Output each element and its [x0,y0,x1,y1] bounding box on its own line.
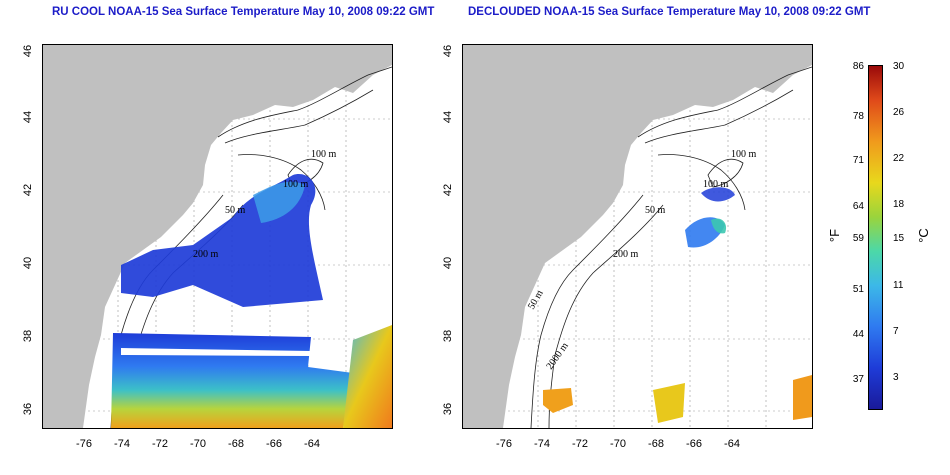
sst-cold-region [711,218,727,234]
colorbar-c-tick: 30 [893,61,905,72]
sst-cold-region [253,181,305,223]
sst-cloud-gap [121,348,311,356]
colorbar-c-tick: 3 [893,372,899,383]
x-tick: -64 [304,438,320,450]
colorbar-f-tick: 86 [852,61,864,72]
left-sst-map[interactable]: 100 m 100 m 50 m 200 m [42,44,393,429]
contour-label: 50 m [645,205,666,216]
contour-label: 100 m [703,179,729,190]
x-tick: -74 [114,438,130,450]
colorbar-f-tick: 37 [852,374,864,385]
colorbar-f-tick: 51 [852,284,864,295]
land-mass [43,45,392,428]
celsius-unit-label: °C [915,228,931,243]
right-map-title: DECLOUDED NOAA-15 Sea Surface Temperatur… [468,6,871,18]
right-sst-map[interactable]: 100 m 100 m 50 m 200 m 50 m 2000 m [462,44,813,429]
contour-label: 2000 m [544,340,571,371]
colorbar-f-tick: 44 [852,329,864,340]
x-tick: -64 [724,438,740,450]
x-tick: -68 [648,438,664,450]
land-mass [463,45,812,428]
x-tick: -68 [228,438,244,450]
sst-warm-patch [793,375,812,420]
y-tick: 36 [22,402,34,416]
contour-label: 200 m [613,249,639,260]
colorbar-c-tick: 18 [893,199,905,210]
x-tick: -76 [76,438,92,450]
sst-east-patch [343,325,392,428]
temperature-colorbar [868,65,883,410]
contour-label: 50 m [225,205,246,216]
colorbar-f-tick: 78 [852,111,864,122]
y-tick: 46 [442,44,454,58]
colorbar-f-tick: 59 [852,233,864,244]
colorbar-f-tick: 64 [852,201,864,212]
x-tick: -70 [190,438,206,450]
y-tick: 40 [442,256,454,270]
contour-label: 100 m [283,179,309,190]
sst-south-band [111,333,353,428]
colorbar-f-tick: 71 [852,155,864,166]
colorbar-c-tick: 15 [893,233,905,244]
y-tick: 38 [442,329,454,343]
y-tick: 40 [22,256,34,270]
y-tick: 36 [442,402,454,416]
y-tick: 42 [442,183,454,197]
contour-label: 100 m [311,149,337,160]
contour-label: 100 m [731,149,757,160]
land-mass [283,45,392,85]
x-tick: -72 [572,438,588,450]
colorbar-c-tick: 7 [893,326,899,337]
y-tick: 46 [22,44,34,58]
x-tick: -76 [496,438,512,450]
x-tick: -74 [534,438,550,450]
sst-warm-patch [653,383,685,423]
contour-label: 200 m [193,249,219,260]
left-map-title: RU COOL NOAA-15 Sea Surface Temperature … [52,6,435,18]
bathymetry-contours [530,66,812,428]
x-tick: -70 [610,438,626,450]
sst-cold-region [701,187,735,202]
colorbar-c-tick: 26 [893,107,905,118]
y-tick: 44 [22,110,34,124]
y-tick: 44 [442,110,454,124]
land-mass [703,45,812,85]
x-tick: -66 [266,438,282,450]
colorbar-c-tick: 11 [893,280,904,291]
colorbar-c-tick: 22 [893,153,905,164]
x-tick: -72 [152,438,168,450]
y-tick: 42 [22,183,34,197]
fahrenheit-unit-label: °F [827,228,843,243]
x-tick: -66 [686,438,702,450]
y-tick: 38 [22,329,34,343]
sst-warm-patch [543,388,573,413]
